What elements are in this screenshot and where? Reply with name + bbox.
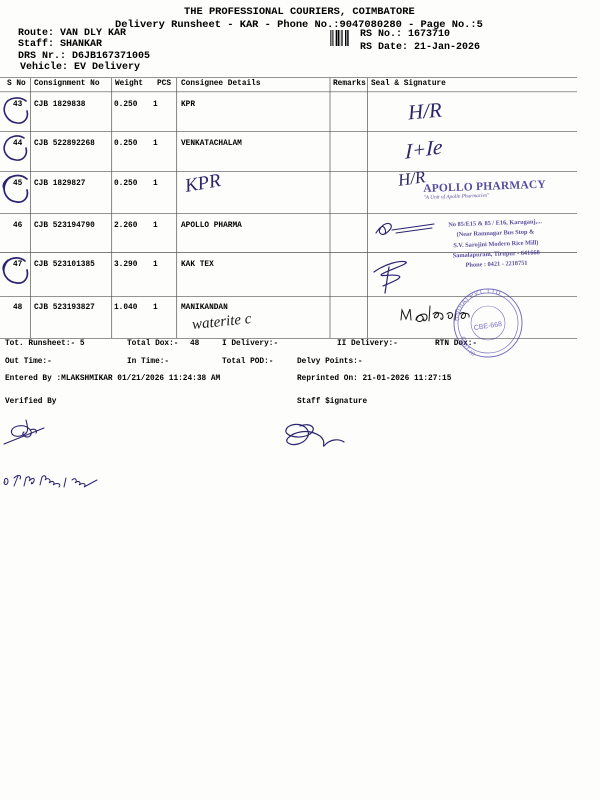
svg-text:CBE-668: CBE-668: [473, 321, 502, 332]
svg-text:(INDIA) PVT. LTD: (INDIA) PVT. LTD: [453, 288, 502, 321]
svg-text:CHIT-III: CHIT-III: [459, 336, 476, 358]
